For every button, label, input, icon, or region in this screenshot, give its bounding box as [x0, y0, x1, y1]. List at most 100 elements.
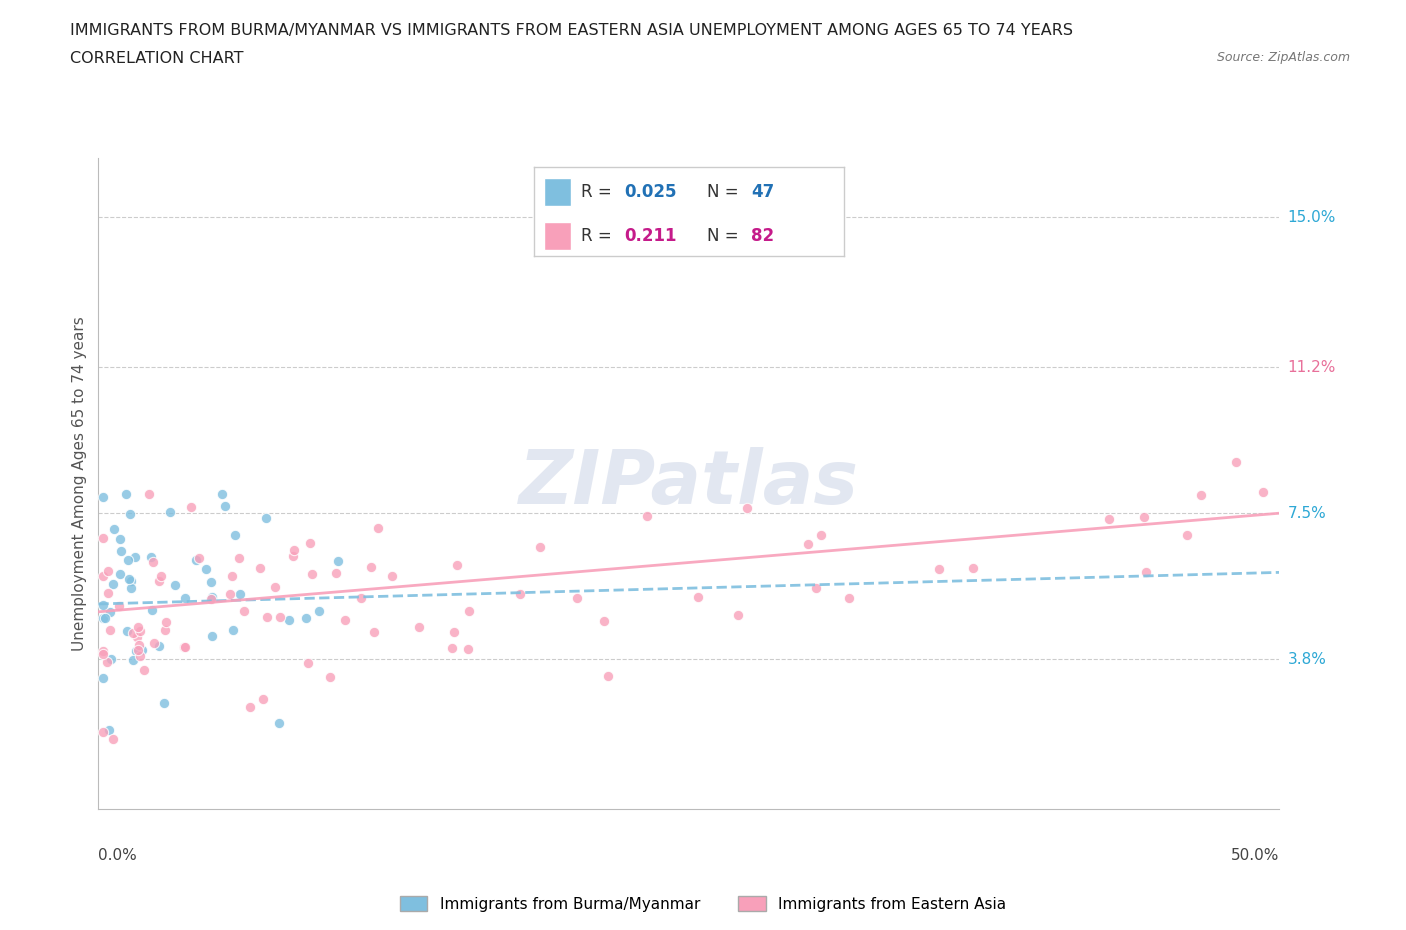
Point: [200, 575, 222, 590]
Text: 82: 82: [751, 227, 773, 246]
Point: [269, 610, 291, 625]
Text: R =: R =: [581, 227, 621, 246]
Point: [294, 611, 316, 626]
Point: [150, 568, 173, 583]
Point: [148, 574, 170, 589]
Point: [283, 543, 305, 558]
Point: [143, 636, 166, 651]
Point: [200, 591, 222, 606]
Text: R =: R =: [581, 183, 617, 201]
Point: [222, 622, 245, 637]
Text: N =: N =: [707, 227, 744, 246]
Point: [91, 671, 114, 685]
Point: [148, 638, 170, 653]
Point: [108, 531, 131, 546]
Point: [103, 522, 125, 537]
Point: [636, 509, 658, 524]
Point: [159, 504, 181, 519]
Y-axis label: Unemployment Among Ages 65 to 74 years: Unemployment Among Ages 65 to 74 years: [72, 316, 87, 651]
Point: [229, 587, 252, 602]
Point: [91, 530, 114, 545]
Point: [254, 512, 277, 526]
Point: [118, 572, 141, 587]
Point: [110, 566, 132, 581]
Text: Source: ZipAtlas.com: Source: ZipAtlas.com: [1216, 51, 1350, 64]
Text: 0.0%: 0.0%: [98, 848, 138, 863]
Point: [103, 576, 125, 591]
Point: [174, 640, 197, 655]
Point: [457, 642, 479, 657]
Point: [1098, 512, 1121, 527]
Point: [1189, 487, 1212, 502]
Point: [114, 486, 136, 501]
Point: [128, 624, 150, 639]
Point: [122, 625, 145, 640]
Point: [127, 643, 149, 658]
Point: [363, 624, 385, 639]
Point: [97, 586, 120, 601]
Point: [91, 644, 114, 658]
Point: [797, 537, 820, 551]
Point: [153, 696, 176, 711]
Point: [928, 562, 950, 577]
Point: [91, 646, 114, 661]
Point: [173, 639, 195, 654]
Point: [360, 560, 382, 575]
Point: [232, 604, 254, 618]
Point: [252, 691, 274, 706]
Point: [165, 578, 187, 592]
Point: [124, 550, 146, 565]
Point: [249, 561, 271, 576]
Point: [91, 611, 114, 626]
Text: 50.0%: 50.0%: [1232, 848, 1279, 863]
Point: [1133, 510, 1156, 525]
Point: [108, 598, 131, 613]
Point: [446, 557, 468, 572]
Point: [134, 662, 156, 677]
Point: [97, 564, 120, 578]
Point: [96, 655, 118, 670]
Point: [281, 549, 304, 564]
Point: [125, 644, 148, 658]
Text: 0.025: 0.025: [624, 183, 676, 201]
Point: [127, 620, 149, 635]
Point: [267, 715, 290, 730]
Point: [319, 670, 342, 684]
Point: [184, 552, 207, 567]
Point: [139, 550, 162, 565]
Point: [264, 579, 287, 594]
Point: [529, 539, 551, 554]
Point: [219, 587, 242, 602]
Point: [214, 498, 236, 513]
Point: [408, 619, 430, 634]
Point: [735, 501, 758, 516]
Point: [301, 566, 323, 581]
Point: [153, 623, 176, 638]
Point: [727, 607, 749, 622]
Point: [256, 609, 278, 624]
Point: [804, 581, 827, 596]
Point: [228, 551, 250, 565]
Text: N =: N =: [707, 183, 744, 201]
Point: [101, 731, 124, 746]
Point: [325, 565, 347, 580]
Point: [128, 637, 150, 652]
Point: [565, 591, 588, 606]
Point: [1253, 485, 1275, 499]
Point: [458, 604, 481, 618]
Point: [1135, 565, 1157, 579]
Point: [141, 603, 163, 618]
Point: [122, 653, 145, 668]
Point: [195, 562, 218, 577]
Point: [180, 500, 202, 515]
Point: [91, 490, 114, 505]
Point: [810, 528, 832, 543]
Point: [91, 724, 114, 739]
Point: [142, 555, 165, 570]
Point: [962, 561, 984, 576]
Point: [443, 625, 465, 640]
Point: [1225, 455, 1247, 470]
Text: 47: 47: [751, 183, 775, 201]
Point: [239, 699, 262, 714]
Point: [155, 615, 177, 630]
